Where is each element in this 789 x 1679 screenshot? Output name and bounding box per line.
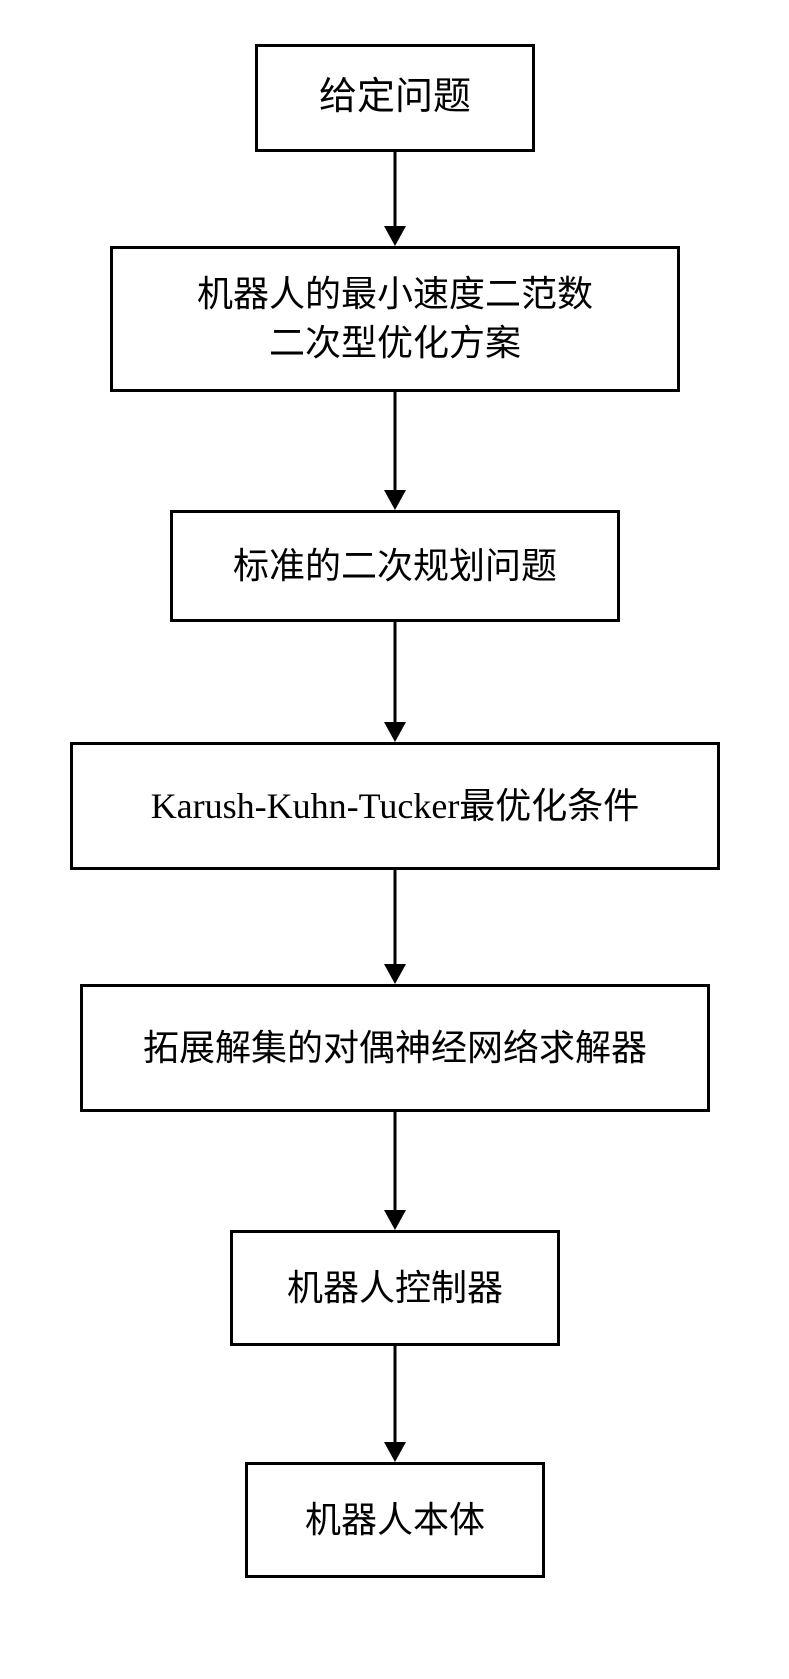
flowchart-edge-arrowhead — [384, 722, 406, 742]
flowchart-node-label: 机器人控制器 — [287, 1264, 503, 1313]
flowchart-edge-line — [394, 1112, 397, 1210]
flowchart-node-label: 标准的二次规划问题 — [233, 542, 557, 591]
flowchart-node-label: 给定问题 — [319, 72, 471, 123]
flowchart-edge-arrowhead — [384, 1442, 406, 1462]
flowchart-edge-line — [394, 392, 397, 490]
flowchart-node: 机器人本体 — [245, 1462, 545, 1578]
flowchart-edge-line — [394, 622, 397, 722]
flowchart-edge-arrowhead — [384, 226, 406, 246]
flowchart-edge-line — [394, 870, 397, 964]
flowchart-edge-line — [394, 1346, 397, 1442]
flowchart-node: 拓展解集的对偶神经网络求解器 — [80, 984, 710, 1112]
flowchart-edge-arrowhead — [384, 490, 406, 510]
flowchart-node: 机器人控制器 — [230, 1230, 560, 1346]
flowchart-node-label: Karush-Kuhn-Tucker最优化条件 — [151, 782, 640, 831]
flowchart-node: 机器人的最小速度二范数 二次型优化方案 — [110, 246, 680, 392]
flowchart-edge-arrowhead — [384, 964, 406, 984]
flowchart-node: 标准的二次规划问题 — [170, 510, 620, 622]
flowchart-canvas: 给定问题机器人的最小速度二范数 二次型优化方案标准的二次规划问题 Karush-K… — [0, 0, 789, 1679]
flowchart-edge-arrowhead — [384, 1210, 406, 1230]
flowchart-edge-line — [394, 152, 397, 226]
flowchart-node-label: 机器人本体 — [305, 1496, 485, 1545]
flowchart-node-label: 拓展解集的对偶神经网络求解器 — [143, 1024, 647, 1073]
flowchart-node: Karush-Kuhn-Tucker最优化条件 — [70, 742, 720, 870]
flowchart-node: 给定问题 — [255, 44, 535, 152]
flowchart-node-label: 机器人的最小速度二范数 二次型优化方案 — [197, 270, 593, 367]
